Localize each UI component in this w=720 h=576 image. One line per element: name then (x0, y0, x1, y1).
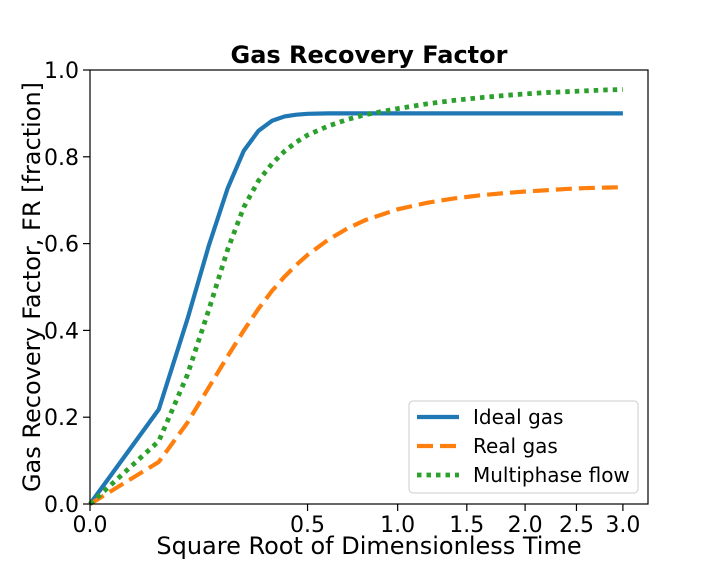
x-axis-ticks: 0.0 0.5 1.0 1.5 2.0 2.5 3.0 (73, 504, 640, 538)
series-line-ideal-gas (88, 111, 623, 506)
y-axis-label: Gas Recovery Factor, FR [fraction] (18, 82, 46, 492)
x-tick-label: 1.5 (449, 513, 484, 538)
plot-frame (89, 69, 649, 505)
y-axis-ticks: 0.0 0.2 0.4 0.6 0.8 1.0 (44, 59, 90, 518)
y-tick-label: 0.2 (44, 406, 79, 431)
x-axis-label: Square Root of Dimensionless Time (156, 532, 581, 560)
y-tick-label: 1.0 (44, 59, 79, 84)
series-line-multiphase-flow (88, 87, 623, 506)
y-tick-label: 0.6 (44, 233, 79, 258)
x-tick-label: 2.0 (508, 513, 543, 538)
chart-title: Gas Recovery Factor (231, 41, 508, 69)
legend-label: Multiphase flow (473, 463, 630, 487)
legend-label: Ideal gas (473, 405, 563, 429)
legend: Ideal gas Real gas Multiphase flow (408, 400, 639, 494)
x-tick-label: 0.5 (290, 513, 325, 538)
y-tick-label: 0.0 (44, 493, 79, 518)
legend-box (408, 400, 639, 494)
series-line-real-gas (88, 185, 623, 506)
x-tick-label: 0.0 (73, 513, 108, 538)
x-tick-label: 2.5 (559, 513, 594, 538)
y-tick-label: 0.4 (44, 319, 79, 344)
y-tick-label: 0.8 (44, 146, 79, 171)
x-tick-label: 1.0 (380, 513, 415, 538)
legend-label: Real gas (473, 434, 558, 458)
plot-area (88, 87, 623, 506)
x-tick-label: 3.0 (605, 513, 640, 538)
